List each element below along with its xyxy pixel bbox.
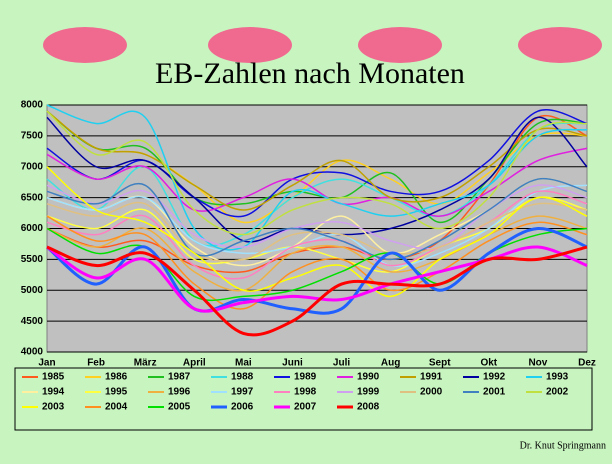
legend-label: 2001	[483, 387, 506, 398]
legend-label: 2002	[546, 387, 569, 398]
x-tick-label: März	[134, 358, 157, 369]
chart-title: EB-Zahlen nach Monaten	[155, 57, 465, 90]
y-tick-label: 6000	[21, 223, 44, 234]
legend-label: 1999	[357, 387, 380, 398]
legend-label: 1997	[231, 387, 254, 398]
legend-label: 1985	[42, 372, 65, 383]
legend-label: 2003	[42, 402, 65, 413]
x-tick-label: Juli	[333, 358, 350, 369]
legend-label: 1986	[105, 372, 128, 383]
legend-label: 2008	[357, 402, 380, 413]
x-tick-label: Nov	[528, 358, 547, 369]
x-tick-label: Dez	[578, 358, 596, 369]
legend-label: 1987	[168, 372, 191, 383]
legend-label: 2000	[420, 387, 443, 398]
legend-label: 1994	[42, 387, 65, 398]
legend-label: 1998	[294, 387, 317, 398]
legend-label: 1989	[294, 372, 317, 383]
footer: Dr. Knut Springmann	[520, 440, 606, 451]
legend-label: 1996	[168, 387, 191, 398]
legend-label: 2007	[294, 402, 317, 413]
legend-label: 1992	[483, 372, 506, 383]
y-tick-label: 6500	[21, 192, 44, 203]
y-tick-label: 4500	[21, 316, 44, 327]
x-tick-label: Sept	[429, 358, 451, 369]
x-tick-label: Aug	[381, 358, 400, 369]
y-tick-label: 7000	[21, 161, 44, 172]
x-tick-label: Feb	[87, 358, 105, 369]
legend-label: 2005	[168, 402, 191, 413]
y-tick-label: 7500	[21, 131, 44, 142]
legend-label: 1988	[231, 372, 254, 383]
legend-label: 1990	[357, 372, 380, 383]
legend-label: 2004	[105, 402, 128, 413]
legend-label: 2006	[231, 402, 254, 413]
legend-label: 1991	[420, 372, 443, 383]
x-tick-label: April	[183, 358, 206, 369]
y-tick-label: 5500	[21, 254, 44, 265]
x-tick-label: Okt	[480, 358, 497, 369]
slide: EB-Zahlen nach Monaten Dr. Knut Springma…	[0, 0, 612, 464]
legend-label: 1993	[546, 372, 569, 383]
legend-label: 1995	[105, 387, 128, 398]
x-tick-label: Juni	[282, 358, 303, 369]
y-tick-label: 4000	[21, 347, 44, 358]
y-tick-label: 5000	[21, 285, 44, 296]
y-tick-label: 8000	[21, 100, 44, 111]
x-tick-label: Mai	[235, 358, 252, 369]
x-tick-label: Jan	[38, 358, 55, 369]
